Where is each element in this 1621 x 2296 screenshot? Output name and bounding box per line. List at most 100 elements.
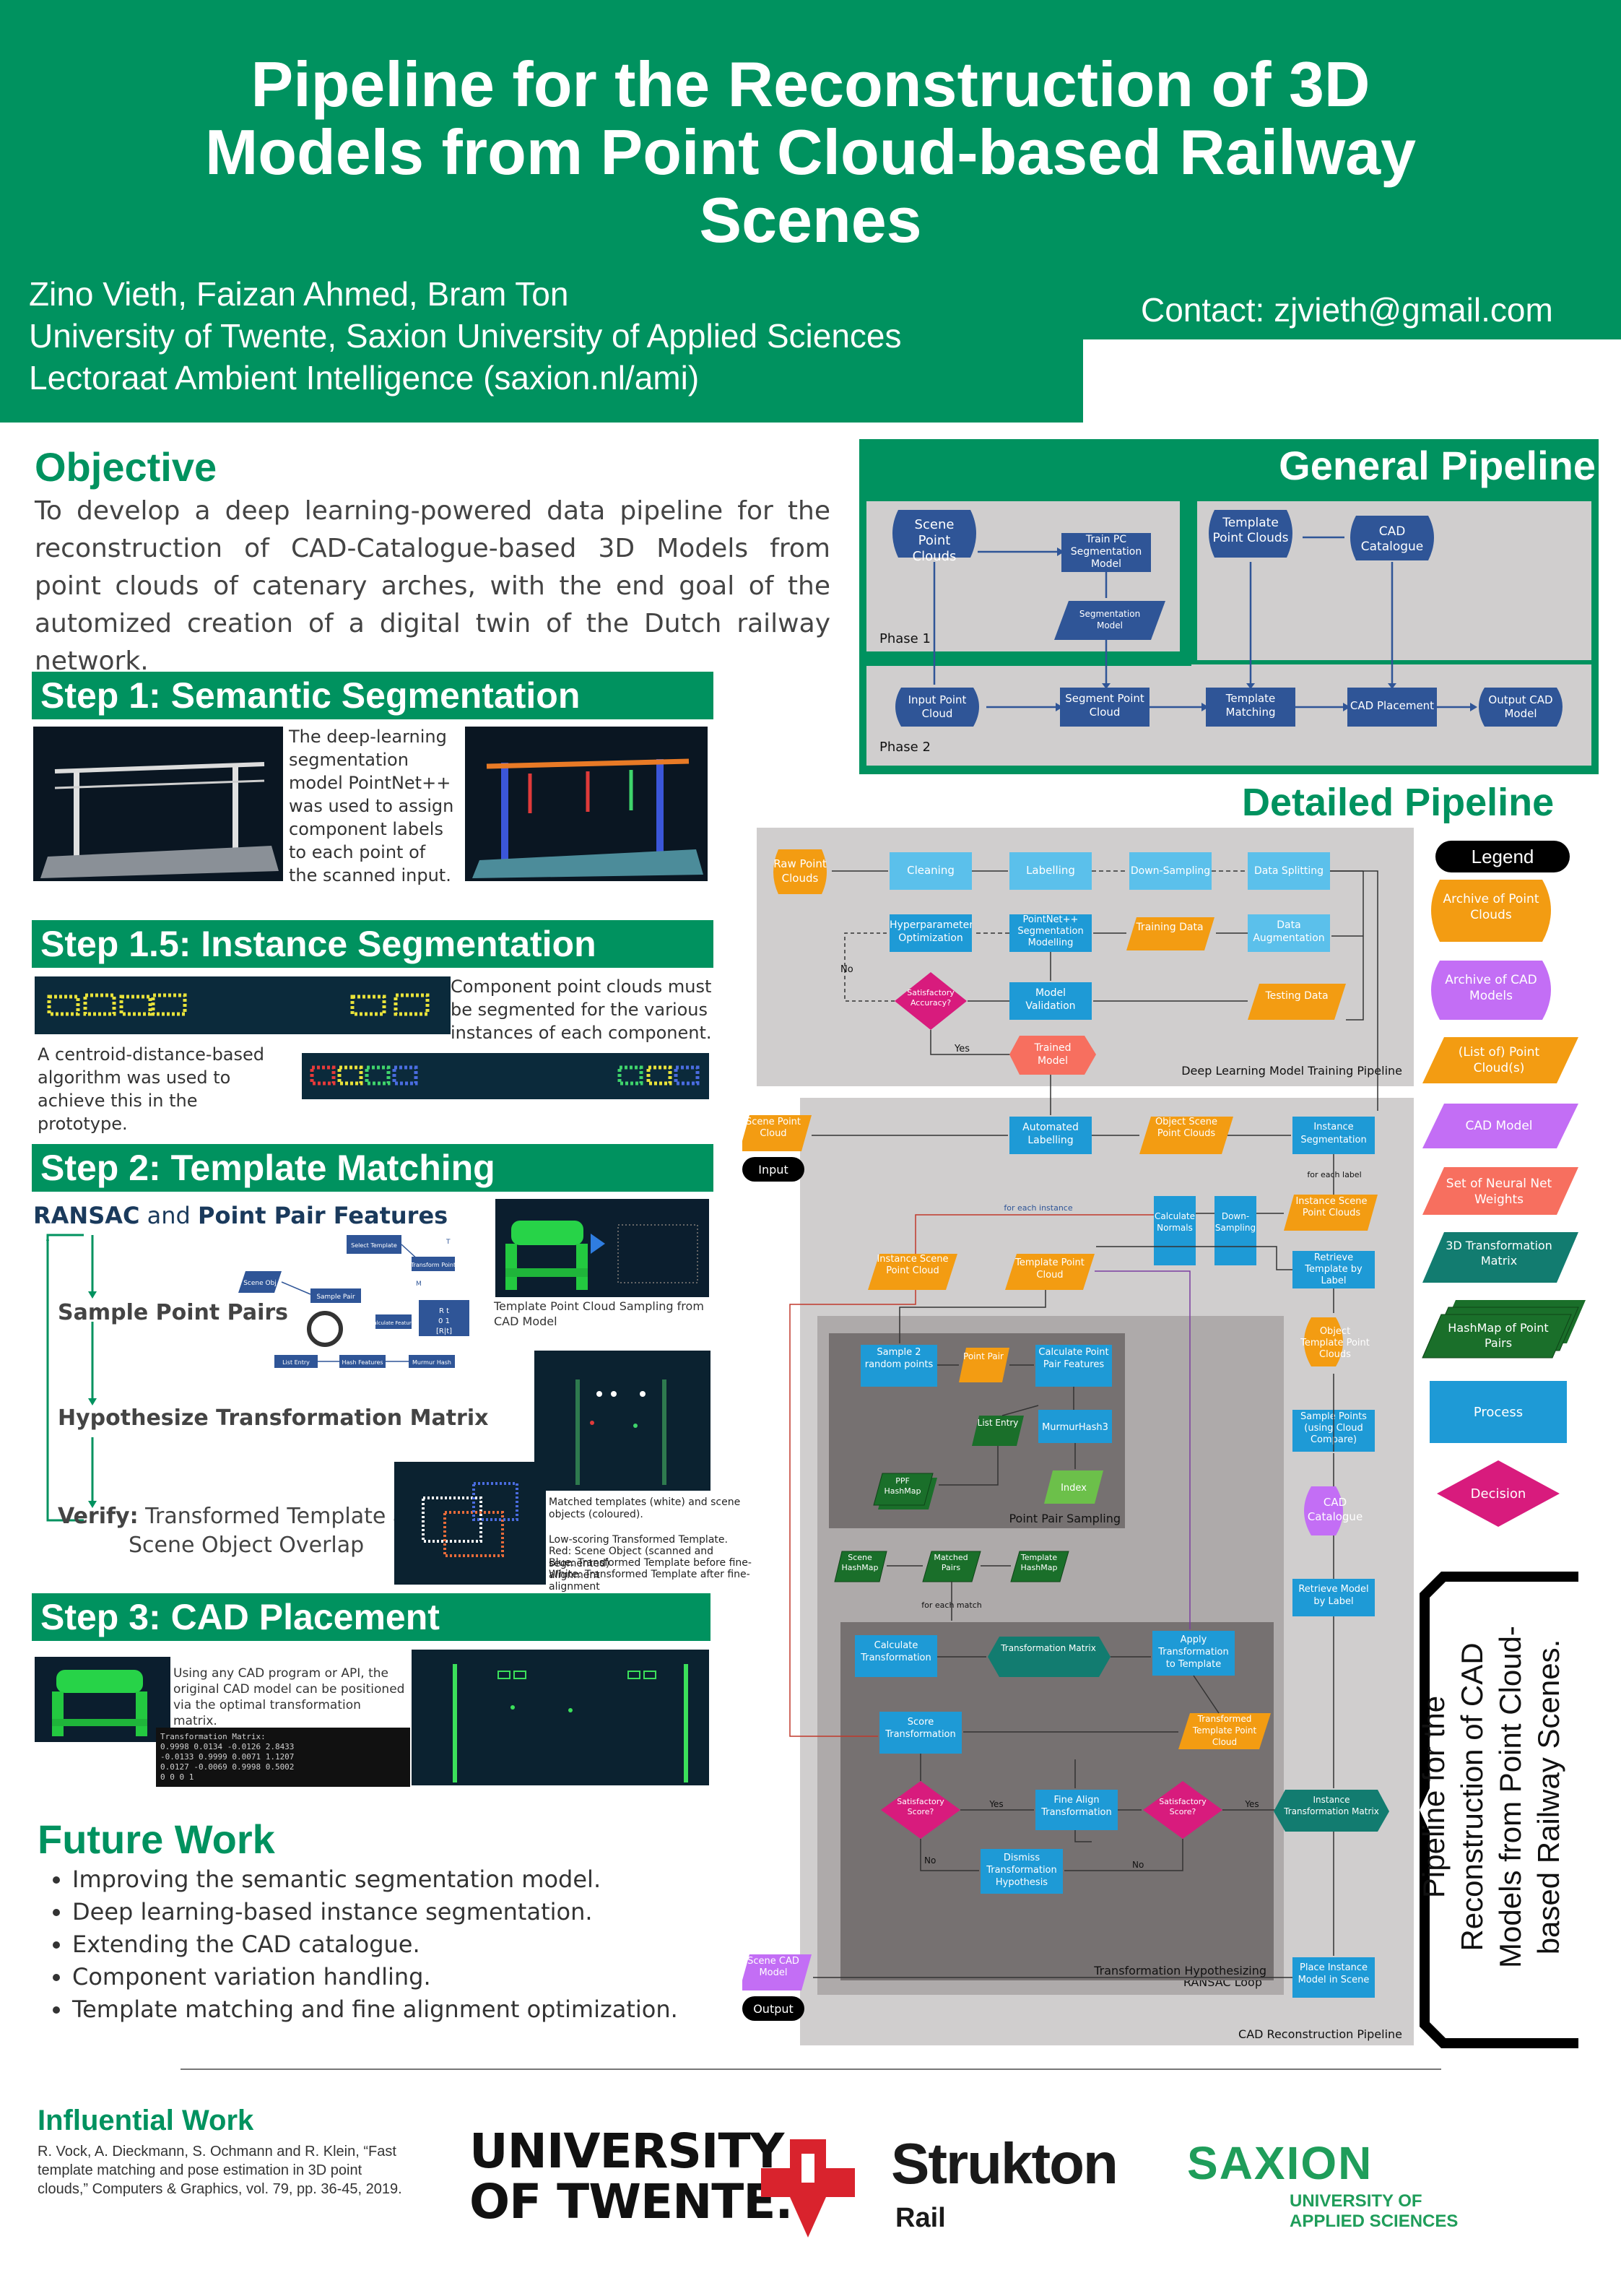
caption-blue: Blue: Transformed Template before fine-a… <box>549 1557 752 1581</box>
mini-matrix-row3: [R|t] <box>436 1327 452 1335</box>
instance-scan-coloured <box>302 1053 709 1099</box>
matrix-row-2: -0.0133 0.9999 0.0071 1.1207 <box>160 1752 295 1762</box>
ppf-mini-diagram: Scene Obj Sample Pair Select Template Tr… <box>238 1235 469 1368</box>
gp-cad-cat: CAD Catalogue <box>1360 524 1424 554</box>
caption-matched: Matched templates (white) and scene obje… <box>549 1496 741 1520</box>
step1-heading: Step 1: Semantic Segmentation <box>32 672 713 719</box>
ut-logo: UNIVERSITY OF TWENTE. <box>469 2126 793 2227</box>
mini-m-label: M <box>416 1281 422 1288</box>
saxion-logo: SAXION <box>1187 2137 1373 2189</box>
dp-retrieve-t: Retrieve Template by Label <box>1305 1252 1363 1286</box>
future-item-5: Template matching and fine alignment opt… <box>72 1993 722 2026</box>
mini-murmur: Murmur Hash <box>412 1359 451 1366</box>
objective-heading: Objective <box>35 444 217 490</box>
gp-scene-pc-1: Scene <box>915 517 955 532</box>
dp-inst-scene: Instance Scene Point Clouds <box>1295 1196 1368 1218</box>
dp-for-each-label: for each label <box>1307 1170 1361 1179</box>
dp-scene-cad: Scene CAD Model <box>747 1956 799 1978</box>
matrix-row-3: 0.0127 -0.0069 0.9998 0.5002 <box>160 1762 295 1772</box>
step15-text-right: Component point clouds must be segmented… <box>451 976 712 1043</box>
general-pipeline-diagram: Phase 1 Phase 2 Scene Point Clouds Train… <box>859 501 1591 766</box>
ut-line-2: OF TWENTE. <box>469 2174 793 2230</box>
gp-input-pc: Input Point Cloud <box>908 693 967 720</box>
mini-matrix-row1: R t <box>439 1307 449 1315</box>
dp-raw: Raw Point Clouds <box>773 857 827 885</box>
and-label: and <box>139 1202 199 1229</box>
side-title-line-2: Reconstruction of CAD <box>1455 1642 1489 1951</box>
cad-recon-label: CAD Reconstruction Pipeline <box>1238 2027 1402 2041</box>
dp-no-3: No <box>1132 1860 1144 1870</box>
dp-apply-t: Apply Transformation to Template <box>1158 1634 1229 1670</box>
dp-down-s: Down-Sampling <box>1214 1211 1256 1233</box>
gp-template-pc: Template Point Clouds <box>1212 516 1289 545</box>
side-title-line-3: Models from Point Cloud- <box>1493 1626 1527 1968</box>
caption-low: Low-scoring Transformed Template. <box>549 1534 728 1546</box>
dp-obj-template: Object Template Point Clouds <box>1300 1326 1370 1360</box>
step2-hypothesize: Hypothesize Transformation Matrix <box>58 1405 489 1431</box>
dp-place: Place Instance Model in Scene <box>1298 1962 1370 1985</box>
pps-label: Point Pair Sampling <box>1009 1512 1121 1525</box>
step3-heading: Step 3: CAD Placement <box>32 1593 710 1641</box>
dp-t-matrix: Transformation Matrix <box>1001 1643 1096 1653</box>
title-line-3: Scenes <box>699 184 922 256</box>
instance-scan-bottom <box>302 1053 709 1099</box>
dp-calc-t: Calculate Transformation <box>861 1640 931 1663</box>
caption-sampling: Template Point Cloud Sampling from CAD M… <box>494 1299 704 1328</box>
ppf-label: Point Pair Features <box>198 1202 448 1229</box>
influential-heading: Influential Work <box>38 2105 254 2136</box>
th-label: Transformation Hypothesizing <box>1093 1964 1266 1977</box>
legend-shapes: Archive of Point Clouds Archive of CAD M… <box>1422 880 1586 1527</box>
legend-decision: Decision <box>1471 1486 1526 1502</box>
footer-divider <box>181 2068 1441 2070</box>
side-title-line-1: Pipeline for the <box>1417 1695 1451 1899</box>
mini-list-entry: List Entry <box>282 1359 310 1366</box>
catenary-scan-white <box>33 727 283 881</box>
dp-ppf-hash: PPF HashMap <box>884 1476 921 1496</box>
dp-fine: Fine Align Transformation <box>1041 1795 1112 1818</box>
future-item-2: Deep learning-based instance segmentatio… <box>72 1896 722 1928</box>
legend-matrix: 3D Transformation Matrix <box>1446 1239 1552 1268</box>
step3-text: Using any CAD program or API, the origin… <box>173 1666 405 1728</box>
dp-cleaning: Cleaning <box>907 864 955 877</box>
dp-auto: Automated Labelling <box>1022 1122 1079 1146</box>
dp-training: Training Data <box>1136 922 1204 933</box>
mini-scene-obj: Scene Obj <box>243 1280 277 1287</box>
dp-calc-ppf: Calculate Point Pair Features <box>1038 1347 1109 1370</box>
strukton-rail: Rail <box>895 2203 946 2233</box>
legend-process: Process <box>1474 1405 1523 1420</box>
caption-white: White: Transformed Template after fine-a… <box>549 1569 750 1593</box>
legend-title: Legend <box>1435 841 1570 872</box>
matrix-label: Transformation Matrix: <box>160 1732 266 1741</box>
dp-inst-scene2: Instance Scene Point Cloud <box>877 1254 949 1276</box>
dp-yes-3: Yes <box>1244 1799 1259 1809</box>
step2-verify-2: Scene Object Overlap <box>129 1533 365 1558</box>
catenary-scan-coloured <box>465 727 708 881</box>
dp-calc-normals: Calculate Normals <box>1154 1211 1196 1233</box>
matrix-box: Transformation Matrix: 0.9998 0.0134 -0.… <box>156 1728 410 1787</box>
matrix-row-1: 0.9998 0.0134 -0.0126 2.8433 <box>160 1742 295 1751</box>
dp-list-entry: List Entry <box>977 1418 1019 1428</box>
step2-verify: Verify: Transformed Template and <box>58 1504 433 1529</box>
mini-transform-point: Transform Point <box>410 1262 456 1268</box>
gp-scene-pc-2: Point <box>918 533 951 548</box>
step2-cycle-arrows <box>46 1234 97 1522</box>
dp-scene-hash: Scene HashMap <box>841 1553 879 1572</box>
dp-down: Down-Sampling <box>1131 865 1210 877</box>
dp-dismiss: Dismiss Transformation Hypothesis <box>986 1853 1057 1888</box>
dp-index: Index <box>1061 1483 1087 1494</box>
dp-scene-pc: Scene Point Cloud <box>745 1117 801 1139</box>
dp-split: Data Splitting <box>1254 865 1324 877</box>
dp-sample2: Sample 2 random points <box>864 1347 934 1370</box>
scan-image-raw <box>33 727 283 881</box>
legend-cad-model: CAD Model <box>1465 1119 1533 1133</box>
dp-val: Model Validation <box>1025 987 1076 1012</box>
dp-score-t: Score Transformation <box>885 1717 956 1740</box>
contact: Contact: zjvieth@gmail.com <box>1141 291 1553 329</box>
saxion-sub-1: UNIVERSITY OF <box>1290 2191 1422 2211</box>
dp-obj-scene: Object Scene Point Clouds <box>1155 1117 1218 1139</box>
cad-placed-image <box>35 1657 170 1742</box>
matched-scene-render <box>534 1351 710 1491</box>
detailed-pipeline-diagram: Deep Learning Model Training Pipeline CA… <box>742 828 1414 2045</box>
matched-scene-image <box>534 1351 710 1491</box>
mini-matrix-row2: 0 1 <box>438 1317 450 1325</box>
